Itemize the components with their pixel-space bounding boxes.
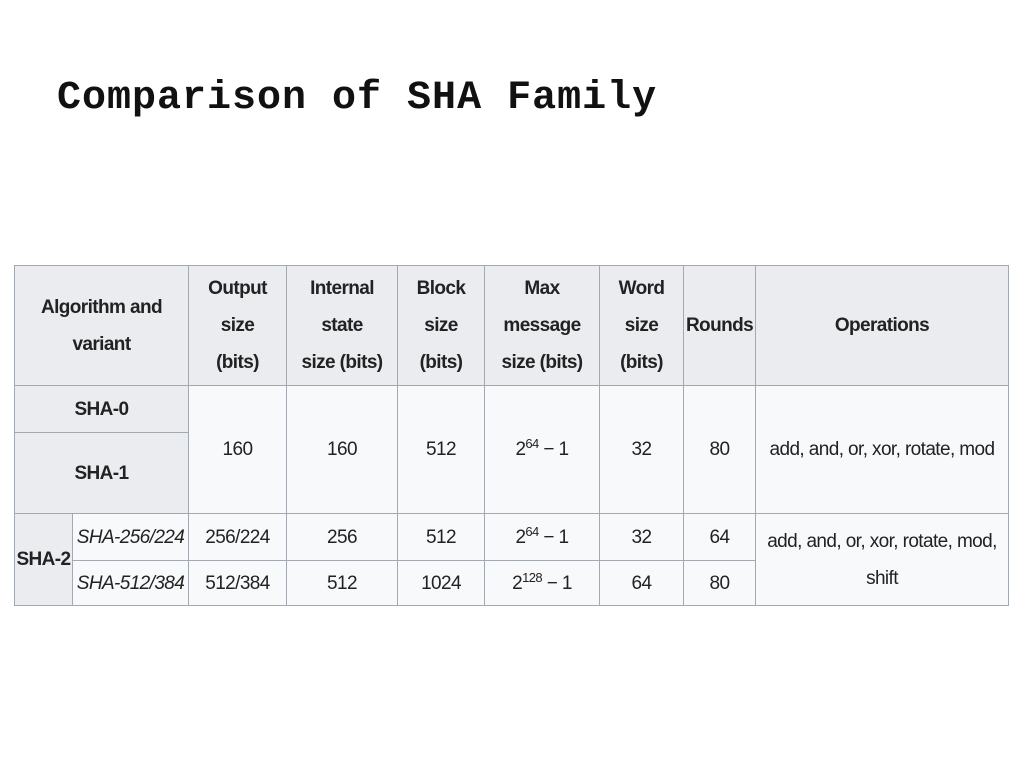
- table-cell: Output size (bits): [188, 265, 287, 386]
- table-cell: Rounds: [683, 265, 756, 386]
- table-cell: 64: [683, 513, 756, 561]
- table-cell: 32: [599, 385, 684, 514]
- table-cell: 512/384: [188, 560, 287, 606]
- table-cell: SHA-0: [14, 385, 189, 433]
- cell-text: 256/224: [205, 526, 270, 548]
- cell-text: (bits): [419, 352, 463, 373]
- cell-text: SHA-512/384: [76, 572, 185, 594]
- cell-text: size: [220, 315, 255, 336]
- cell-text: 80: [709, 439, 731, 460]
- cell-text: 256: [327, 526, 358, 548]
- slide-title: Comparison of SHA Family: [57, 76, 658, 121]
- cell-text: (bits): [216, 352, 259, 373]
- table-cell: SHA-256/224: [72, 513, 189, 561]
- cell-text: SHA-256/224: [76, 526, 185, 548]
- cell-text: message: [503, 315, 581, 336]
- cell-text: 512/384: [205, 572, 270, 594]
- cell-text: SHA-1: [74, 462, 129, 484]
- table-cell: SHA-2: [14, 513, 73, 606]
- cell-text: 1024: [421, 572, 461, 594]
- cell-text: 2128 − 1: [512, 565, 572, 602]
- table-cell: 32: [599, 513, 684, 561]
- table-cell: 80: [683, 385, 756, 514]
- cell-text: Internal: [310, 278, 374, 299]
- table-cell: Operations: [755, 265, 1009, 386]
- cell-text: Output: [208, 278, 267, 299]
- cell-text: 32: [631, 439, 653, 460]
- table-cell: 512: [397, 385, 485, 514]
- cell-text: 264 − 1: [515, 431, 569, 468]
- table-cell: add, and, or, xor, rotate, mod, shift: [755, 513, 1009, 606]
- table-cell: 512: [397, 513, 485, 561]
- cell-text: Word: [618, 278, 665, 299]
- cell-text: 32: [631, 526, 653, 548]
- cell-text: state: [321, 315, 363, 336]
- table-cell: add, and, or, xor, rotate, mod: [755, 385, 1009, 514]
- power-exponent: 64: [525, 436, 539, 451]
- cell-text: shift: [866, 567, 898, 589]
- table-cell: SHA-512/384: [72, 560, 189, 606]
- cell-text: 64: [709, 526, 731, 548]
- power-tail: − 1: [543, 439, 569, 460]
- table-cell: Word size (bits): [599, 265, 684, 386]
- cell-text: add, and, or, xor, rotate, mod: [769, 439, 996, 460]
- table-cell: 64: [599, 560, 684, 606]
- cell-text: Rounds: [685, 315, 754, 336]
- cell-text: 512: [327, 572, 358, 594]
- cell-text: size (bits): [501, 352, 583, 373]
- cell-text: SHA-2: [16, 549, 71, 570]
- table-cell: 256: [286, 513, 398, 561]
- cell-text: SHA-0: [74, 398, 129, 420]
- cell-text: Block: [416, 278, 466, 299]
- cell-text: size: [624, 315, 659, 336]
- power-tail: − 1: [546, 572, 573, 594]
- power-exponent: 128: [522, 569, 542, 585]
- cell-text: 64: [631, 572, 653, 594]
- power-tail: − 1: [543, 526, 569, 548]
- table-cell: 512: [286, 560, 398, 606]
- cell-text: size (bits): [301, 352, 383, 373]
- power-base: 2: [515, 439, 526, 460]
- table-cell: 2128 − 1: [484, 560, 600, 606]
- cell-text: variant: [72, 333, 131, 355]
- table-cell: Algorithm and variant: [14, 265, 189, 386]
- power-base: 2: [512, 572, 523, 594]
- table-cell: 80: [683, 560, 756, 606]
- table-cell: Max message size (bits): [484, 265, 600, 386]
- cell-text: Algorithm and: [41, 296, 163, 318]
- cell-text: 264 − 1: [515, 519, 569, 556]
- table-cell: 264 − 1: [484, 385, 600, 514]
- cell-text: add, and, or, xor, rotate, mod,: [767, 530, 997, 552]
- table-cell: 264 − 1: [484, 513, 600, 561]
- cell-text: 160: [222, 439, 254, 460]
- table-cell: 160: [286, 385, 398, 514]
- cell-text: size: [424, 315, 458, 336]
- table-cell: Block size (bits): [397, 265, 485, 386]
- cell-text: Max: [524, 278, 560, 299]
- cell-text: 512: [426, 439, 457, 460]
- table-cell: 160: [188, 385, 287, 514]
- power-exponent: 64: [525, 523, 539, 539]
- cell-text: 160: [327, 439, 358, 460]
- table-cell: 1024: [397, 560, 485, 606]
- cell-text: (bits): [620, 352, 663, 373]
- cell-text: 80: [709, 572, 731, 594]
- cell-text: Operations: [834, 315, 930, 336]
- cell-text: 512: [426, 526, 457, 548]
- table-cell: Internal state size (bits): [286, 265, 398, 386]
- power-base: 2: [515, 526, 526, 548]
- table-cell: 256/224: [188, 513, 287, 561]
- table-cell: SHA-1: [14, 432, 189, 514]
